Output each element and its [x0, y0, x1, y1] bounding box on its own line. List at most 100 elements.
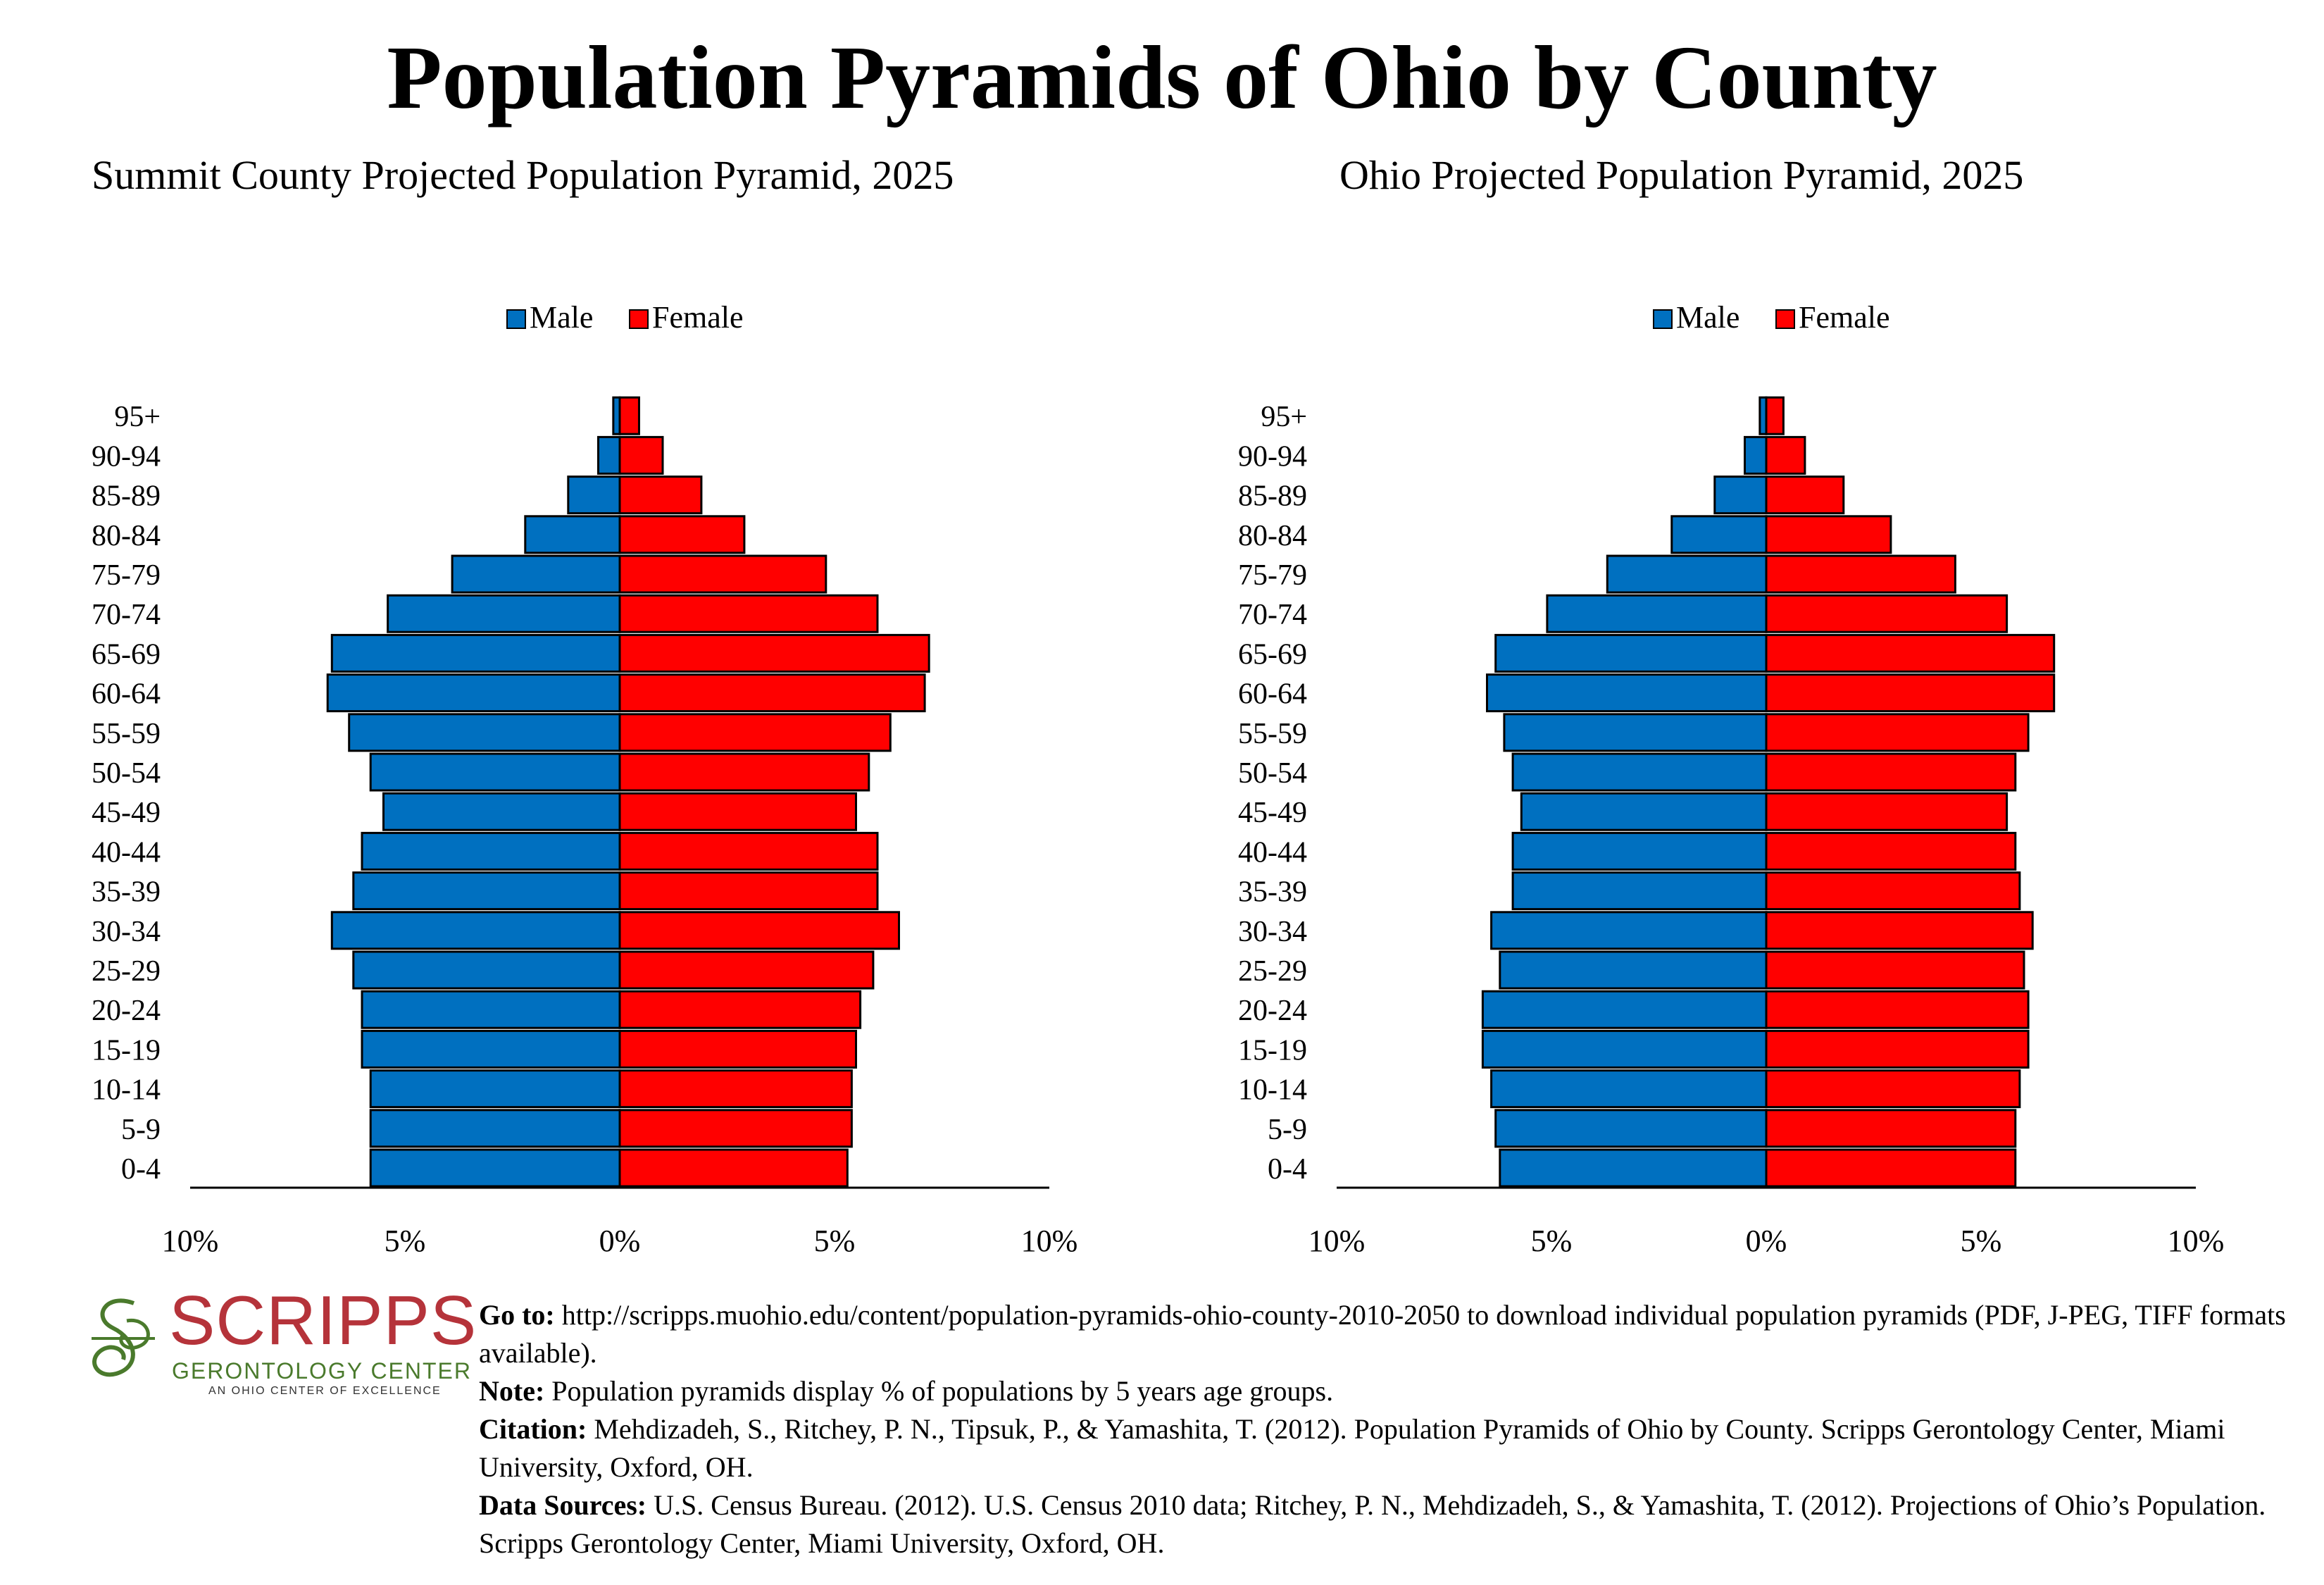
bar-female	[618, 594, 879, 633]
age-group-label: 75-79	[92, 559, 161, 592]
legend-male-swatch	[506, 309, 526, 329]
age-group-label: 90-94	[92, 440, 161, 473]
age-group-label: 45-49	[92, 797, 161, 829]
age-group-label: 70-74	[92, 599, 161, 631]
x-tick-label: 10%	[2168, 1224, 2225, 1258]
age-group-label: 90-94	[1238, 440, 1307, 473]
bar-male	[1511, 752, 1768, 792]
bar-male	[1503, 713, 1768, 752]
age-group-label: 30-34	[1238, 916, 1307, 948]
bar-female	[1765, 990, 2030, 1029]
bar-male	[361, 831, 621, 871]
x-tick-label: 5%	[1531, 1224, 1573, 1258]
legend-male-label: Male	[530, 300, 593, 335]
age-group-label: 65-69	[1238, 638, 1307, 671]
bar-female	[1765, 1029, 2030, 1069]
footer-notes: Go to: http://scripps.muohio.edu/content…	[479, 1296, 2310, 1562]
age-group-label: 30-34	[92, 916, 161, 948]
bar-female	[1765, 515, 1892, 554]
age-group-label: 50-54	[1238, 757, 1307, 790]
footer-note: Note: Population pyramids display % of p…	[479, 1372, 2310, 1410]
bar-female	[618, 752, 870, 792]
bar-female	[1765, 476, 1845, 515]
bar-female	[1765, 435, 1806, 475]
bar-male	[348, 713, 621, 752]
bar-male	[1494, 633, 1768, 673]
age-group-label: 0-4	[121, 1153, 161, 1186]
bar-female	[1765, 950, 2025, 990]
bar-female	[618, 1029, 857, 1069]
bar-female	[618, 673, 926, 713]
citation-text: Mehdizadeh, S., Ritchey, P. N., Tipsuk, …	[479, 1413, 2225, 1483]
age-group-label: 60-64	[92, 678, 161, 711]
bar-female	[1765, 831, 2017, 871]
bar-male	[1606, 554, 1768, 594]
bar-male	[1481, 1029, 1768, 1069]
age-group-label: 95+	[114, 401, 161, 433]
bar-female	[618, 435, 664, 475]
bar-female	[618, 792, 857, 831]
bar-female	[618, 871, 879, 911]
bar-male	[361, 990, 621, 1029]
bar-male	[1481, 990, 1768, 1029]
bar-male	[524, 515, 621, 554]
age-group-label: 20-24	[92, 995, 161, 1027]
bar-male	[1546, 594, 1768, 633]
chart-title: Summit County Projected Population Pyram…	[92, 152, 954, 198]
age-group-label: 40-44	[92, 836, 161, 869]
age-group-label: 65-69	[92, 638, 161, 671]
x-tick-label: 10%	[162, 1224, 219, 1258]
bar-female	[618, 1148, 849, 1188]
bar-female	[1765, 713, 2030, 752]
bar-male	[567, 476, 621, 515]
age-group-label: 80-84	[1238, 520, 1307, 552]
scripps-logo: SCRIPPS GERONTOLOGY CENTER AN OHIO CENTE…	[85, 1282, 476, 1402]
bar-female	[1765, 673, 2056, 713]
bar-female	[1765, 871, 2021, 911]
bar-female	[1765, 752, 2017, 792]
bar-female	[618, 515, 746, 554]
footer-citation: Citation: Mehdizadeh, S., Ritchey, P. N.…	[479, 1410, 2310, 1486]
x-tick-label: 5%	[814, 1224, 856, 1258]
bar-male	[330, 633, 621, 673]
age-group-label: 60-64	[1238, 678, 1307, 711]
age-group-label: 85-89	[92, 480, 161, 513]
footer-sources: Data Sources: U.S. Census Bureau. (2012)…	[479, 1486, 2310, 1562]
age-group-label: 35-39	[92, 876, 161, 909]
x-tick-label: 5%	[1961, 1224, 2002, 1258]
x-tick-label: 10%	[1308, 1224, 1366, 1258]
bar-female	[618, 1109, 853, 1148]
bar-male	[1744, 435, 1768, 475]
logo-wordmark: SCRIPPS	[169, 1281, 477, 1359]
logo-tagline: AN OHIO CENTER OF EXCELLENCE	[208, 1385, 442, 1397]
bar-female	[1765, 396, 1785, 435]
bar-female	[618, 831, 879, 871]
age-group-label: 5-9	[1268, 1114, 1307, 1146]
x-tick-label: 0%	[1746, 1224, 1787, 1258]
citation-label: Citation:	[479, 1413, 587, 1445]
bar-male	[597, 435, 621, 475]
age-group-label: 80-84	[92, 520, 161, 552]
age-group-label: 15-19	[1238, 1034, 1307, 1067]
bar-male	[1494, 1109, 1768, 1148]
bar-female	[618, 633, 930, 673]
bar-male	[1511, 831, 1768, 871]
goto-label: Go to:	[479, 1299, 555, 1331]
x-tick-label: 10%	[1021, 1224, 1078, 1258]
bar-male	[1486, 673, 1768, 713]
bar-female	[1765, 911, 2034, 950]
bar-female	[1765, 594, 2008, 633]
bar-female	[618, 950, 875, 990]
age-group-label: 70-74	[1238, 599, 1307, 631]
bar-female	[618, 990, 862, 1029]
bar-female	[618, 554, 827, 594]
pyramid-charts: Summit County Projected Population Pyram…	[92, 152, 2225, 1258]
legend-female-label: Female	[1799, 300, 1890, 335]
bar-male	[1511, 871, 1768, 911]
legend-female-label: Female	[652, 300, 744, 335]
age-group-label: 5-9	[121, 1114, 161, 1146]
page-title: Population Pyramids of Ohio by County	[387, 27, 1937, 128]
goto-text: http://scripps.muohio.edu/content/popula…	[479, 1299, 2286, 1369]
bar-female	[1765, 633, 2056, 673]
age-group-label: 25-29	[1238, 955, 1307, 988]
